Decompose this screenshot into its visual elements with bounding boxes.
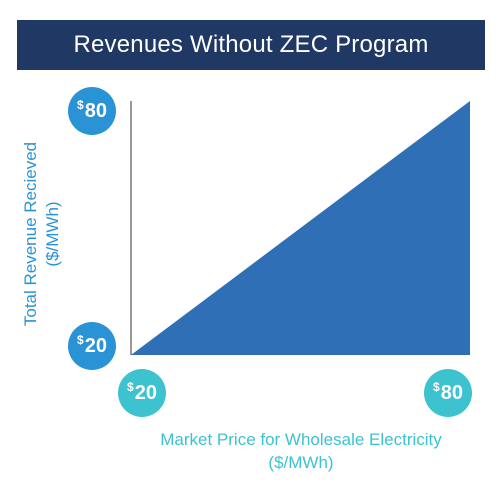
y-axis-label-line-2: ($/MWh) [43,201,62,267]
x-tick-currency: $ [433,380,440,394]
x-tick-value: 80 [440,381,463,404]
title-bar-bg [17,20,485,70]
y-tick-value: 20 [84,334,107,357]
y-tick-value: 80 [84,99,107,122]
area-series-fill [131,101,470,355]
y-axis-label-line-1: Total Revenue Recieved [21,141,40,327]
x-axis-label-line-2: ($/MWh) [268,453,334,472]
chart-title: Revenues Without ZEC Program [73,31,429,58]
x-tick-currency: $ [127,380,134,394]
x-axis-label-line-1: Market Price for Wholesale Electricity [160,430,442,449]
y-tick-label-80: $80 [68,87,116,135]
y-tick-label-20: $20 [68,322,116,370]
y-tick-currency: $ [77,98,84,112]
x-tick-label-80: $80 [424,369,472,417]
y-tick-currency: $ [77,333,84,347]
y-axis-label: Total Revenue Recieved ($/MWh) [20,104,64,364]
x-tick-label-20: $20 [118,369,166,417]
x-tick-value: 20 [134,381,157,404]
x-axis-label: Market Price for Wholesale Electricity (… [120,428,482,474]
